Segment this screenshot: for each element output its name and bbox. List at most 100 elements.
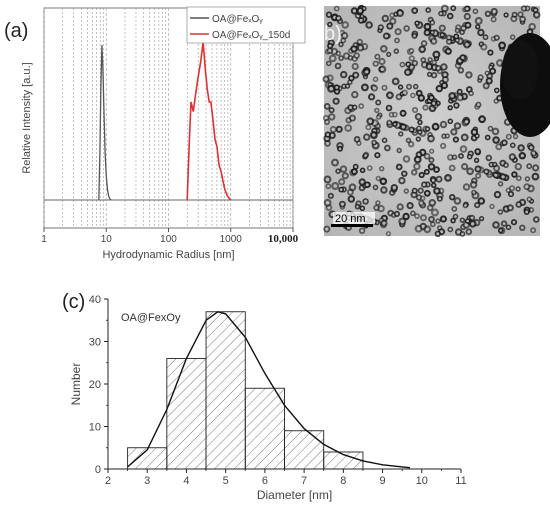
nanoparticle-core <box>349 197 353 201</box>
nanoparticle-core <box>405 189 408 193</box>
nanoparticle-core <box>529 146 533 150</box>
nanoparticle-core <box>446 134 449 138</box>
histogram-bar <box>284 430 325 470</box>
nanoparticle-core <box>399 132 402 136</box>
nanoparticle-core <box>402 172 406 176</box>
nanoparticle-core <box>476 25 479 28</box>
nanoparticle-core <box>416 226 421 231</box>
nanoparticle-core <box>507 135 511 139</box>
nanoparticle-core <box>343 23 347 27</box>
nanoparticle-core <box>454 215 457 218</box>
x-tick-label: 1000 <box>220 234 243 245</box>
nanoparticle-core <box>404 214 408 219</box>
nanoparticle-core <box>428 58 432 61</box>
nanoparticle-core <box>464 223 468 227</box>
nanoparticle-core <box>425 25 430 29</box>
nanoparticle-core <box>332 49 336 54</box>
x-tick-label: 8 <box>340 475 346 487</box>
nanoparticle-core <box>346 126 351 130</box>
y-tick-label: 30 <box>89 337 101 349</box>
nanoparticle-core <box>395 50 398 53</box>
nanoparticle-core <box>462 26 466 30</box>
nanoparticle-core <box>419 96 423 100</box>
nanoparticle-core <box>431 223 435 226</box>
nanoparticle-core <box>446 176 450 180</box>
nanoparticle-core <box>406 70 410 74</box>
nanoparticle-core <box>348 190 352 194</box>
nanoparticle-core <box>352 170 356 174</box>
nanoparticle-core <box>430 158 433 162</box>
nanoparticle-core <box>529 208 533 212</box>
nanoparticle-core <box>533 174 538 179</box>
nanoparticle-core <box>431 179 435 182</box>
legend-label: OA@FeₓOᵧ <box>212 14 263 25</box>
nanoparticle-core <box>355 54 359 58</box>
nanoparticle-core <box>459 154 463 158</box>
nanoparticle-core <box>372 86 376 90</box>
nanoparticle-core <box>442 83 446 88</box>
nanoparticle-core <box>405 26 409 30</box>
nanoparticle-core <box>382 221 386 225</box>
nanoparticle-core <box>395 212 399 216</box>
nanoparticle-core <box>471 222 475 226</box>
nanoparticle-core <box>442 135 446 138</box>
nanoparticle-core <box>488 74 492 78</box>
nanoparticle-core <box>466 219 470 223</box>
nanoparticle-core <box>376 153 379 157</box>
nanoparticle-core <box>486 12 490 16</box>
nanoparticle-core <box>401 125 405 129</box>
nanoparticle-core <box>492 9 496 14</box>
nanoparticle-core <box>485 170 488 174</box>
nanoparticle-core <box>525 210 529 214</box>
nanoparticle-core <box>335 7 339 10</box>
nanoparticle-core <box>528 198 531 201</box>
nanoparticle-core <box>377 115 380 119</box>
nanoparticle-core <box>494 223 498 227</box>
nanoparticle-core <box>383 86 386 90</box>
nanoparticle-core <box>411 212 415 215</box>
nanoparticle-core <box>501 175 505 179</box>
nanoparticle-core <box>438 197 442 200</box>
nanoparticle-core <box>382 47 386 51</box>
nanoparticle-core <box>482 45 486 49</box>
nanoparticle-core <box>418 121 422 124</box>
nanoparticle-core <box>380 67 385 72</box>
nanoparticle-core <box>452 130 456 134</box>
nanoparticle-core <box>393 123 397 126</box>
nanoparticle-core <box>397 165 401 169</box>
nanoparticle-core <box>425 227 429 231</box>
nanoparticle-core <box>342 39 345 42</box>
nanoparticle-core <box>416 115 421 119</box>
nanoparticle-core <box>450 166 454 170</box>
nanoparticle-core <box>489 66 492 69</box>
nanoparticle-core <box>407 139 410 142</box>
nanoparticle-core <box>388 93 392 98</box>
nanoparticle-core <box>510 186 514 190</box>
x-tick-label: 10,000 <box>268 233 299 245</box>
nanoparticle-core <box>522 7 526 10</box>
scale-bar-label: 20 nm <box>335 213 366 225</box>
nanoparticle-core <box>422 58 425 62</box>
nanoparticle-core <box>398 11 402 15</box>
nanoparticle-core <box>363 85 367 90</box>
nanoparticle-core <box>387 53 390 56</box>
nanoparticle-core <box>358 46 363 50</box>
nanoparticle-core <box>397 95 401 99</box>
nanoparticle-core <box>333 160 337 165</box>
nanoparticle-core <box>465 120 469 124</box>
nanoparticle-core <box>415 164 419 169</box>
nanoparticle-core <box>417 196 421 199</box>
nanoparticle-core <box>413 61 417 65</box>
nanoparticle-core <box>388 24 392 28</box>
nanoparticle-core <box>465 14 469 19</box>
nanoparticle-core <box>469 92 473 95</box>
nanoparticle-core <box>383 139 386 142</box>
nanoparticle-core <box>425 191 429 195</box>
nanoparticle-core <box>336 64 340 68</box>
nanoparticle-core <box>411 94 415 97</box>
nanoparticle-core <box>404 157 409 161</box>
nanoparticle-core <box>448 155 452 159</box>
nanoparticle-core <box>442 65 446 69</box>
nanoparticle-core <box>428 73 431 76</box>
nanoparticle-core <box>454 138 458 142</box>
